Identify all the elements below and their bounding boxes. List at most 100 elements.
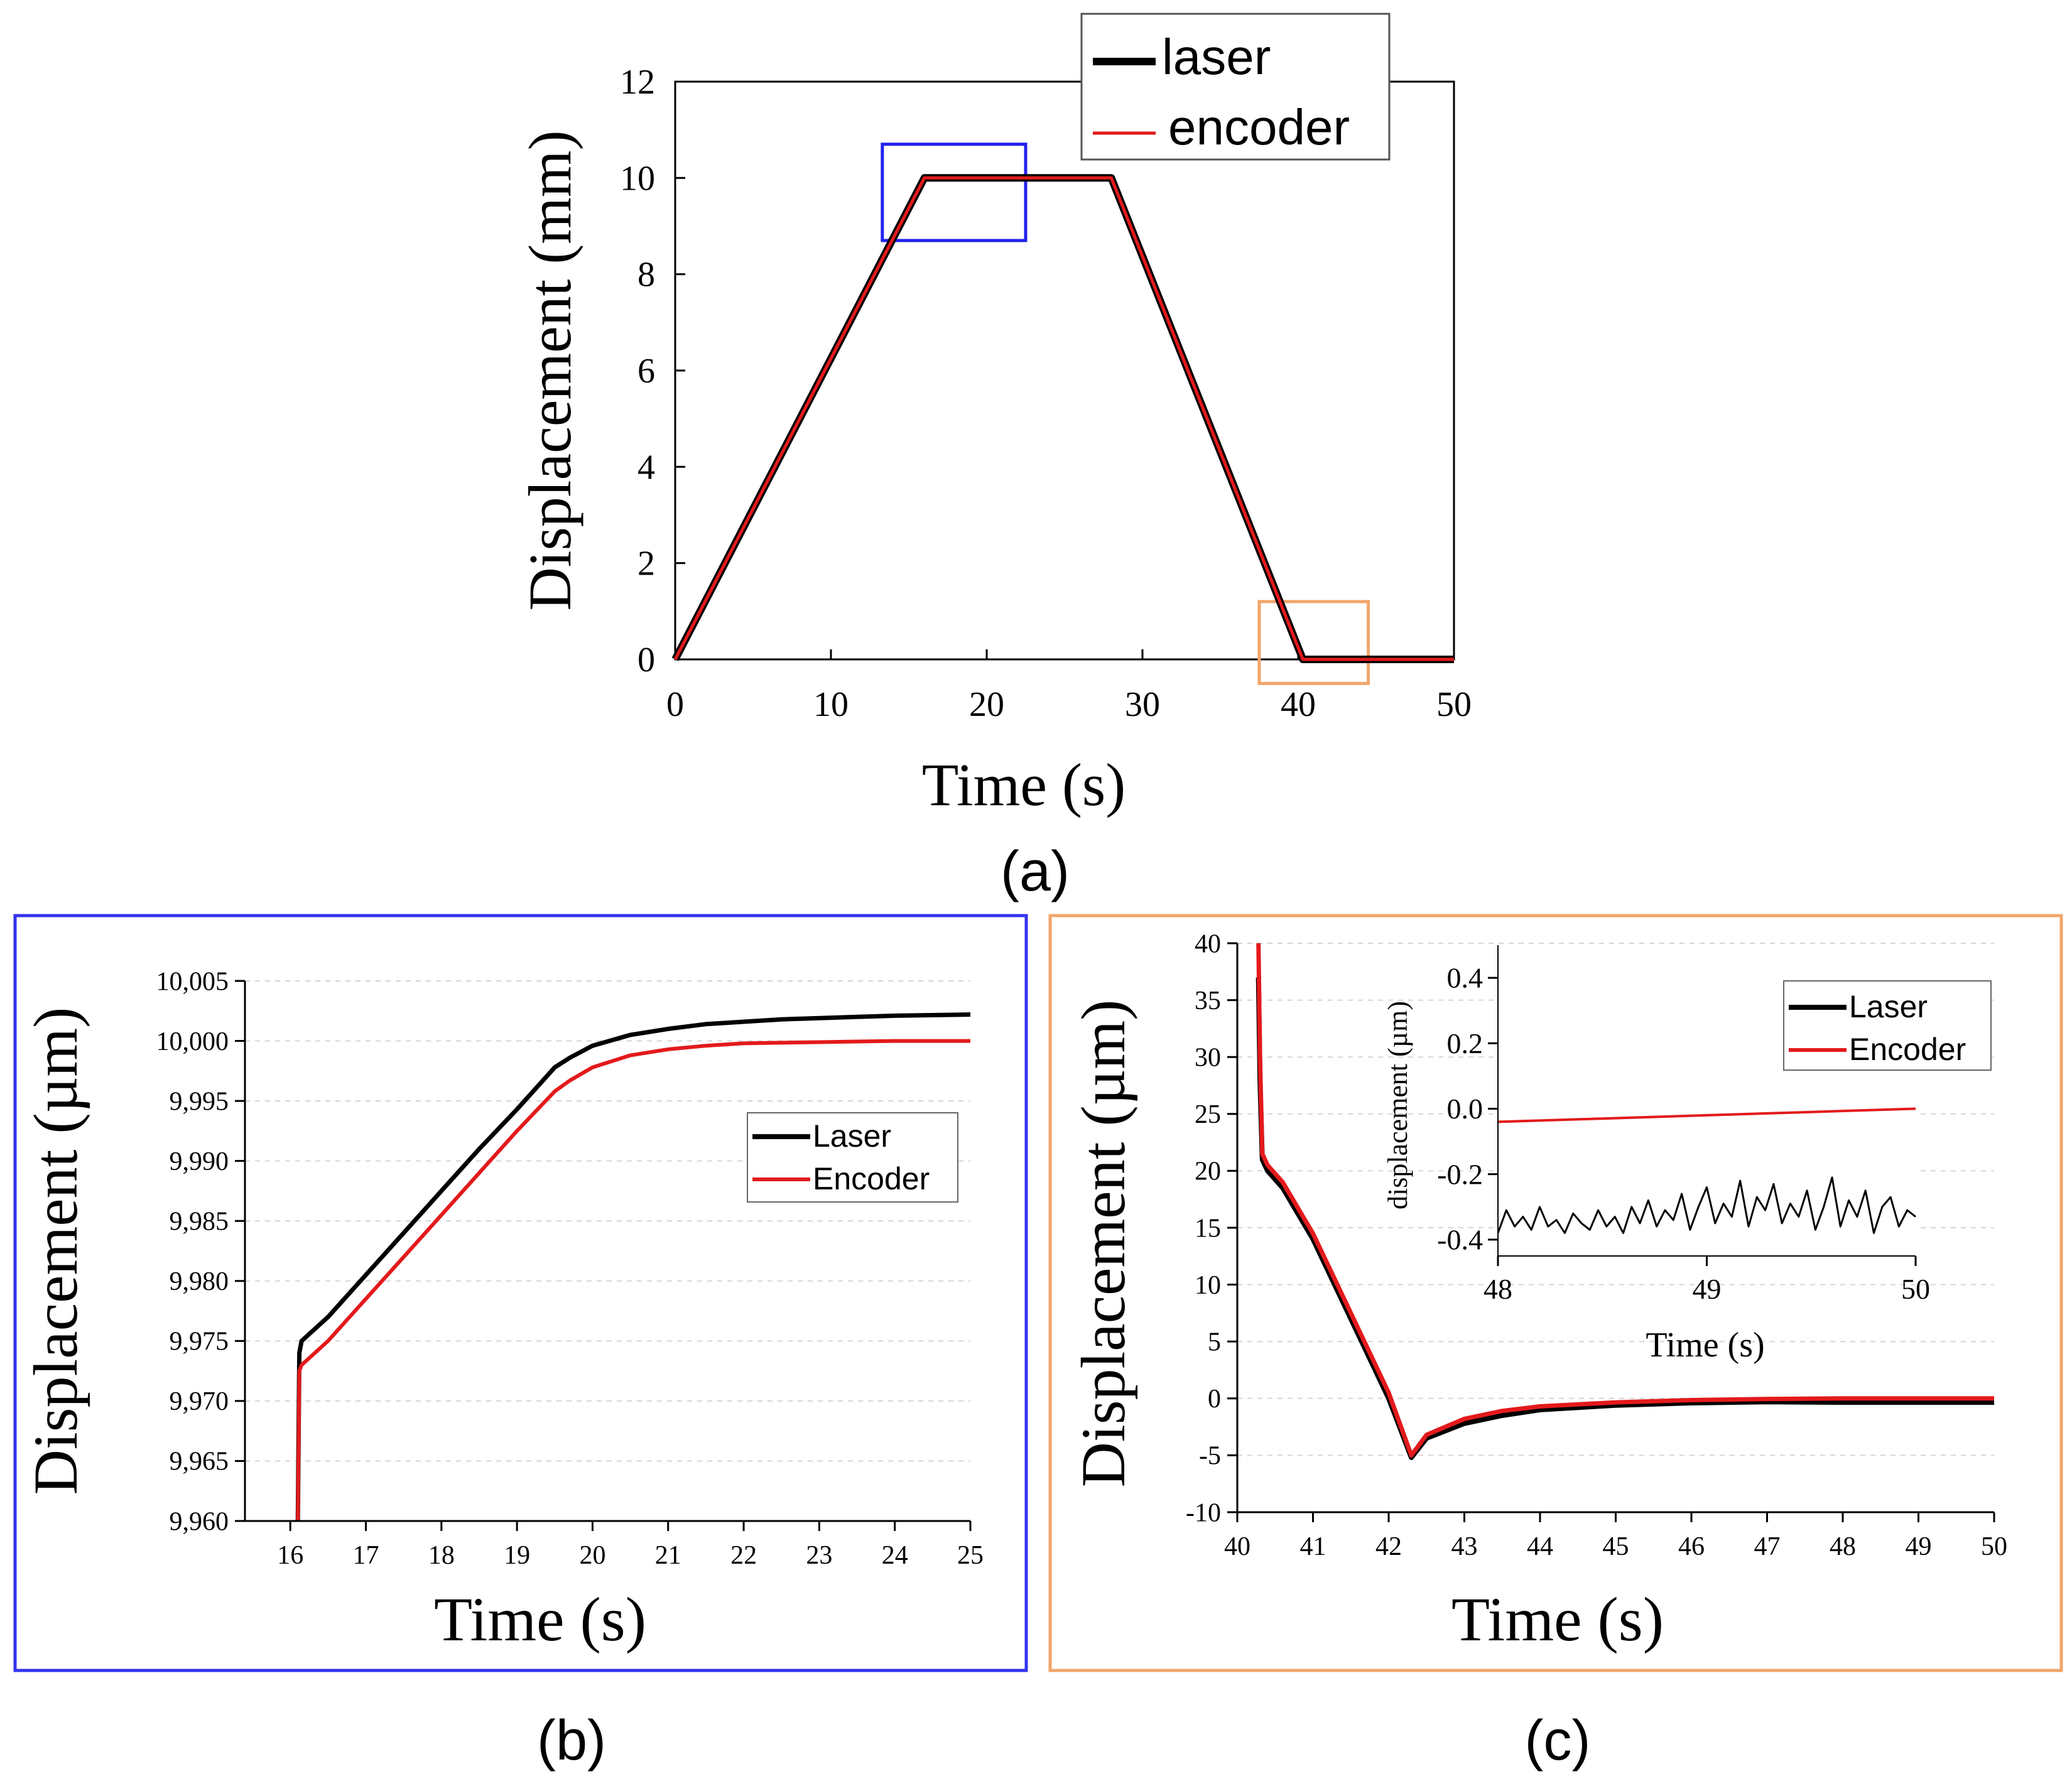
panel-c-y-tick-label: 5 <box>1208 1328 1221 1356</box>
panel-a-y-tick-label: 10 <box>620 159 655 198</box>
panel-b-x-tick-label: 23 <box>806 1541 832 1570</box>
panel-c-x-tick-label: 49 <box>1906 1532 1932 1561</box>
panel-b-x-tick-label: 17 <box>353 1541 379 1570</box>
panel-c-x-tick-label: 50 <box>1981 1532 2007 1561</box>
panel-b-x-tick-label: 18 <box>428 1541 455 1570</box>
panel-c-y-tick-label: -10 <box>1186 1498 1221 1527</box>
panel-c-inset-y-tick-label: 0.4 <box>1447 962 1483 994</box>
panel-b-border <box>13 914 1028 1672</box>
panel-a-legend-label-encoder: encoder <box>1168 99 1350 155</box>
panel-c-x-tick-label: 40 <box>1224 1532 1250 1561</box>
panel-c-inset-x-axis-label: Time (s) <box>1646 1326 1764 1365</box>
panel-c-border <box>1048 914 2063 1672</box>
panel-a-legend-box <box>1080 13 1391 161</box>
panel-c-series <box>1256 943 1994 1460</box>
panel-c-y-tick-label: 25 <box>1195 1100 1221 1129</box>
panel-c-series-encoder-line <box>1256 943 1994 1458</box>
panel-c-x-tick-label: 48 <box>1830 1532 1856 1561</box>
panel-c-inset-y-tick-label: -0.4 <box>1437 1224 1483 1256</box>
panel-c-x-tick-label: 43 <box>1451 1532 1478 1561</box>
panel-b-x-tick-label: 19 <box>504 1541 530 1570</box>
panel-b-y-tick-label: 10,000 <box>156 1027 229 1056</box>
panel-b-x-tick-label: 21 <box>655 1541 681 1570</box>
panel-a-x-tick-label: 20 <box>969 685 1004 724</box>
panel-a-y-tick-label: 8 <box>637 256 655 295</box>
panel-b-legend-box <box>747 1112 958 1203</box>
panel-a-chart: 0 10 20 30 40 50 0 2 4 6 8 10 12 Time (s) Displaceme… <box>516 13 1472 818</box>
panel-a-y-tick-label: 0 <box>637 641 655 679</box>
panel-c-inset-x-tick-label: 50 <box>1901 1273 1930 1305</box>
panel-c-inset-y-tick-label: 0.2 <box>1447 1027 1483 1059</box>
panel-a-x-tick-label: 50 <box>1436 685 1472 724</box>
panel-a-zoom-regions <box>881 143 1370 685</box>
panel-b-x-axis-label: Time (s) <box>434 1584 646 1654</box>
figure-label-a: (a) <box>1001 840 1070 903</box>
panel-b-y-tick-label: 9,960 <box>170 1507 229 1536</box>
panel-c-x-tick-label: 44 <box>1527 1532 1553 1561</box>
panel-c-chart: 40 41 42 43 44 45 46 47 48 49 50 -10 -5 0 5 10 15 20 25 30 3… <box>1068 929 2007 1654</box>
panel-c-ticks: 40 41 42 43 44 45 46 47 48 49 50 -10 -5 0 5 10 15 20 25 30 3… <box>1186 929 2007 1561</box>
panel-c-x-tick-label: 46 <box>1678 1532 1705 1561</box>
panel-b-y-tick-label: 10,005 <box>156 967 229 996</box>
panel-c-inset-x-tick-label: 49 <box>1693 1273 1722 1305</box>
panel-b-series-laser-line <box>295 1012 971 1522</box>
panel-c-inset-y-tick-label: 0.0 <box>1447 1093 1483 1125</box>
panel-a-plot-frame <box>674 80 1455 661</box>
panel-b-y-tick-label: 9,990 <box>170 1147 229 1176</box>
panel-a-x-tick-label: 0 <box>666 685 684 724</box>
panel-a-y-tick-label: 12 <box>620 63 655 102</box>
panel-b-y-tick-label: 9,985 <box>170 1208 229 1237</box>
panel-c-y-tick-label: 20 <box>1195 1157 1221 1186</box>
panel-a-x-tick-label: 10 <box>813 685 849 724</box>
panel-c-x-tick-label: 47 <box>1754 1532 1781 1561</box>
panel-b-series-encoder-line <box>296 1039 970 1522</box>
panel-a-zoom-b-box <box>881 143 1028 242</box>
panel-c-inset-legend-box <box>1783 980 1992 1071</box>
panel-b-x-tick-label: 16 <box>277 1541 303 1570</box>
panel-a-x-axis-label: Time (s) <box>922 751 1126 818</box>
panel-c-inset-ticks: 48 49 50 -0.4 -0.2 0.0 0.2 0.4 <box>1437 962 1930 1305</box>
panel-a-series <box>671 174 1454 663</box>
figure-label-b: (b) <box>537 1709 606 1772</box>
panel-b-y-tick-label: 9,975 <box>170 1328 229 1356</box>
panel-a-series-encoder-line <box>673 176 1454 661</box>
panel-a-y-axis-label: Displacement (mm) <box>516 130 583 610</box>
panel-a-zoom-c-box <box>1257 600 1370 685</box>
panel-c-y-tick-label: 35 <box>1195 987 1221 1015</box>
panel-a-ticks: 0 10 20 30 40 50 0 2 4 6 8 10 12 <box>620 63 1472 724</box>
panel-c-x-axis-label: Time (s) <box>1451 1584 1664 1654</box>
figure-label-c: (c) <box>1525 1709 1591 1772</box>
panel-b-x-tick-label: 25 <box>957 1541 984 1570</box>
panel-c-y-tick-label: 15 <box>1195 1214 1221 1243</box>
panel-c-y-tick-label: -5 <box>1199 1442 1221 1471</box>
panel-c-inset-series <box>1497 1107 1916 1234</box>
panel-c-inset-y-axis-label: displacement (µm) <box>1382 1001 1413 1210</box>
panel-b-series <box>295 1012 971 1522</box>
panel-a-series-laser-line <box>671 174 1454 663</box>
panel-b-y-tick-label: 9,980 <box>170 1267 229 1296</box>
panel-c-inset-x-tick-label: 48 <box>1483 1273 1512 1305</box>
panel-c-inset-legend-label-laser: Laser <box>1849 989 1928 1024</box>
panel-b-x-tick-label: 22 <box>730 1541 757 1570</box>
panel-c-y-tick-label: 0 <box>1208 1385 1221 1414</box>
panel-c-inset-series-laser-line <box>1497 1176 1916 1234</box>
panel-c-x-tick-label: 42 <box>1375 1532 1402 1561</box>
panel-b-y-tick-label: 9,995 <box>170 1087 229 1116</box>
panel-b-y-tick-label: 9,965 <box>170 1448 229 1476</box>
panel-a-legend-label-laser: laser <box>1162 29 1271 85</box>
panel-b-legend-label-encoder: Encoder <box>813 1161 930 1196</box>
panel-c-y-tick-label: 30 <box>1195 1043 1221 1072</box>
panel-a-x-tick-label: 30 <box>1125 685 1160 724</box>
panel-a-y-tick-label: 6 <box>637 352 655 391</box>
panel-c-inset-chart: 48 49 50 -0.4 -0.2 0.0 0.2 0.4 Time (s) displac… <box>1382 945 1992 1365</box>
panel-b-chart: 16 17 18 19 20 21 22 23 24 25 9,960 9,965 9,970 9,975… <box>21 967 984 1654</box>
panel-c-x-tick-label: 41 <box>1300 1532 1326 1561</box>
panel-b-legend-label-laser: Laser <box>813 1118 891 1154</box>
panel-a-x-tick-label: 40 <box>1281 685 1316 724</box>
panel-c-inset-legend-label-encoder: Encoder <box>1849 1032 1966 1067</box>
panel-b-x-tick-label: 20 <box>579 1541 605 1570</box>
panel-c-x-tick-label: 45 <box>1603 1532 1629 1561</box>
panel-a-y-tick-label: 4 <box>637 448 655 487</box>
panel-c-y-tick-label: 10 <box>1195 1271 1221 1300</box>
